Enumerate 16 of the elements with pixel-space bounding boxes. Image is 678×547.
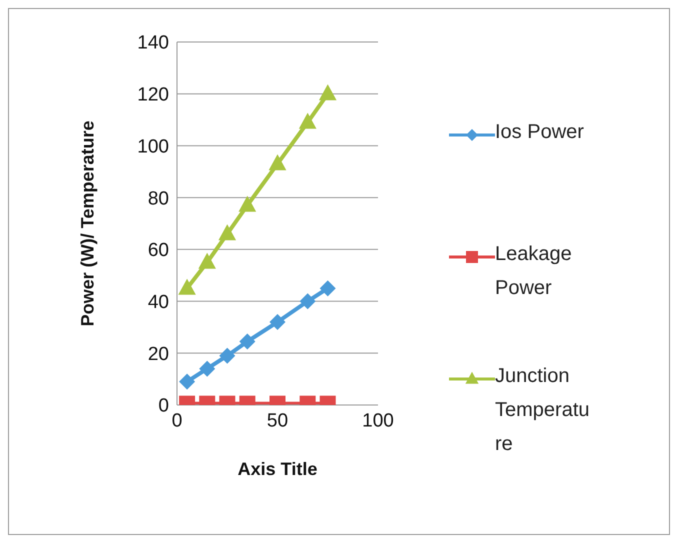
- y-tick-label: 20: [148, 344, 169, 365]
- y-tick-label: 40: [148, 292, 169, 314]
- y-tick-label: 80: [148, 188, 169, 210]
- x-tick-label: 100: [362, 410, 394, 432]
- legend-label: Leakage Power: [495, 242, 573, 301]
- y-tick-label: 120: [137, 84, 169, 106]
- y-axis-title: Power (W)/ Temperature: [77, 120, 98, 326]
- x-tick-label: 50: [266, 410, 288, 432]
- y-tick-label: 100: [137, 136, 169, 158]
- y-tick-label: 0: [158, 396, 169, 417]
- y-tick-label: 140: [137, 32, 169, 54]
- y-tick-label: 60: [148, 240, 169, 262]
- legend-label: Junction Temperature: [495, 364, 590, 457]
- x-tick-label: 0: [172, 410, 182, 432]
- x-axis-title: Axis Title: [238, 459, 318, 479]
- legend-label: Ios Power: [495, 120, 585, 145]
